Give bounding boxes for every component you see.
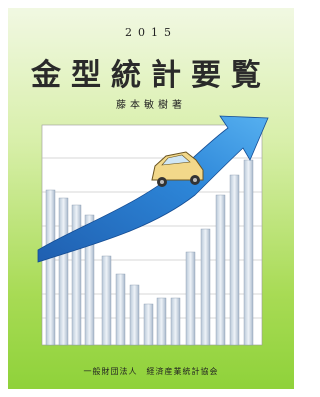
book-cover: 2015 金型統計要覧 藤本敏樹著 一般財団法人 経済産業統計協会 bbox=[0, 0, 302, 397]
book-title: 金型統計要覧 bbox=[0, 50, 302, 94]
author: 藤本敏樹著 bbox=[0, 96, 302, 111]
year: 2015 bbox=[0, 26, 302, 39]
publisher: 一般財団法人 経済産業統計協会 bbox=[0, 366, 302, 377]
